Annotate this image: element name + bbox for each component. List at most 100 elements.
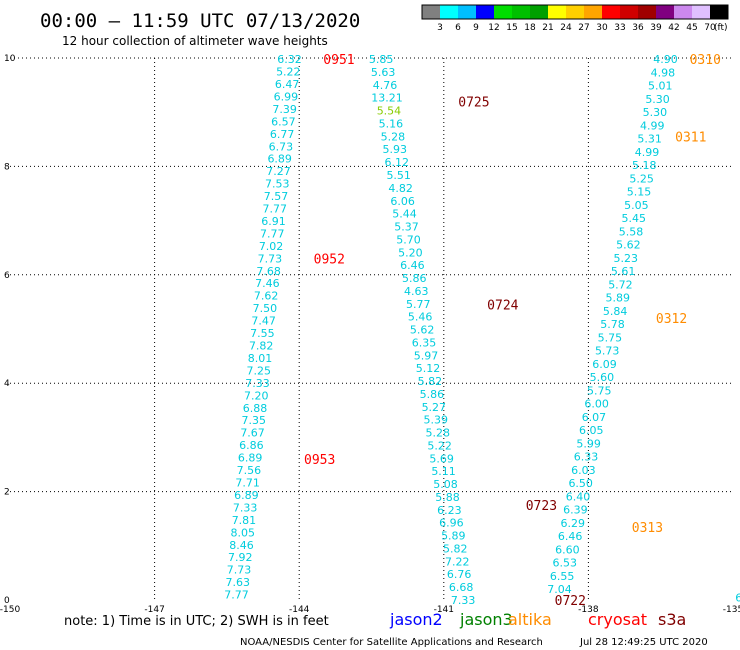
wave-height-label: 7.73 [258, 252, 283, 265]
wave-height-label: 5.70 [396, 233, 421, 246]
wave-height-label: 6.89 [234, 489, 259, 502]
wave-height-label: 5.88 [435, 491, 460, 504]
wave-height-label: 5.45 [621, 212, 646, 225]
wave-height-label: 7.53 [265, 178, 290, 191]
wave-height-label: 5.61 [611, 265, 636, 278]
colorbar-frame [421, 4, 729, 20]
x-tick-label: -135 [723, 605, 740, 615]
wave-height-label: 6.46 [400, 259, 425, 272]
pass-time-label: 0724 [487, 299, 518, 314]
colorbar-tick-label: 3 [437, 23, 443, 33]
colorbar-swatch [476, 5, 494, 19]
colorbar-unit: (ft) [714, 23, 728, 33]
wave-height-label: 5.86 [420, 388, 445, 401]
wave-height-label: 7.62 [254, 290, 279, 303]
wave-height-label: 7.67 [240, 427, 265, 440]
wave-height-label: 5.08 [433, 478, 458, 491]
wave-height-label: 6.00 [584, 398, 609, 411]
wave-height-label: 5.69 [429, 452, 454, 465]
wave-height-label: 6.39 [563, 504, 588, 517]
wave-height-label: 13.21 [371, 92, 403, 105]
wave-height-label: 5.27 [422, 401, 447, 414]
wave-height-label: 5.23 [614, 252, 639, 265]
wave-height-label: 4.90 [653, 53, 678, 66]
x-tick-label: -147 [144, 605, 164, 615]
pass-time-label: 0313 [632, 521, 663, 536]
legend-entry-jason2: jason2 [389, 610, 443, 629]
wave-height-label: 7.33 [233, 501, 258, 514]
colorbar-swatch [548, 5, 566, 19]
wave-height-label: 5.86 [402, 272, 427, 285]
wave-height-label: 5.89 [606, 292, 631, 305]
colorbar-tick-label: 6 [455, 23, 461, 33]
wave-height-label: 5.31 [637, 133, 662, 146]
wave-height-label: 5.73 [595, 345, 620, 358]
pass-time-label: 0953 [304, 453, 335, 468]
legend-entry-s3a: s3a [658, 610, 686, 629]
wave-height-label: 8.46 [229, 539, 254, 552]
colorbar-tick-label: 30 [596, 23, 608, 33]
axes: -150 -147 -144 -141 -138 -135 0 2 4 6 8 10 [0, 54, 740, 615]
note-text: note: 1) Time is in UTC; 2) SWH is in fe… [64, 614, 329, 629]
colorbar-swatch [674, 5, 692, 19]
wave-height-label: 7.04 [547, 583, 572, 596]
wave-height-label: 5.44 [392, 208, 417, 221]
wave-height-label: 5.93 [383, 143, 408, 156]
colorbar-swatch [440, 5, 458, 19]
wave-height-label: 5.22 [427, 439, 452, 452]
wave-height-label: 5.25 [629, 172, 654, 185]
wave-height-label: 6.47 [275, 78, 300, 91]
wave-height-label: 6.07 [582, 411, 607, 424]
wave-height-label: 7.33 [245, 377, 270, 390]
colorbar-tick-label: 42 [668, 23, 679, 33]
wave-height-label: 5.30 [645, 93, 670, 106]
wave-height-label: 6.89 [267, 153, 292, 166]
wave-height-label: 5.60 [590, 371, 615, 384]
data-marks: 6.325.226.476.997.396.576.776.736.897.27… [224, 53, 740, 609]
grid-lines [10, 57, 733, 600]
wave-height-label: 7.25 [246, 364, 271, 377]
colorbar-swatch [458, 5, 476, 19]
wave-height-label: 6.86 [239, 439, 264, 452]
colorbar-tick-label: 15 [506, 23, 517, 33]
colorbar-swatch [638, 5, 656, 19]
wave-height-label: 7.39 [272, 103, 297, 116]
wave-height-label: 4.99 [635, 146, 660, 159]
colorbar-swatch [602, 5, 620, 19]
colorbar-swatch [692, 5, 710, 19]
pass-time-label: 0725 [458, 95, 489, 110]
colorbar-tick-label: 45 [686, 23, 697, 33]
wave-height-label: 5.72 [608, 278, 633, 291]
wave-height-label: 4.63 [404, 285, 429, 298]
colorbar: 3 6 9 12 15 18 21 24 27 30 33 36 39 42 45 70 [421, 4, 729, 33]
legend-entry-altika: altika [508, 610, 552, 629]
wave-height-label: 6.50 [568, 477, 593, 490]
wave-height-label: 7.77 [260, 227, 285, 240]
wave-height-label: 5.63 [371, 66, 396, 79]
pass-time-label: 0722 [555, 594, 586, 609]
pass-time-label: 0311 [675, 131, 706, 146]
wave-height-label: 7.71 [235, 476, 260, 489]
wave-height-label: 6.23 [437, 504, 462, 517]
wave-height-label: 5.51 [386, 169, 411, 182]
wave-height-label: 6.91 [261, 215, 286, 228]
y-tick-label: 6 [4, 271, 10, 281]
y-tick-label: 0 [4, 596, 10, 606]
wave-height-label: 8.05 [230, 526, 255, 539]
wave-height-label: 6.68 [449, 581, 474, 594]
wave-height-label: 7.92 [228, 551, 253, 564]
wave-height-label: 5.46 [408, 311, 433, 324]
colorbar-tick-label: 12 [488, 23, 499, 33]
wave-height-label: 4.82 [388, 182, 413, 195]
wave-height-label: 6.05 [579, 424, 604, 437]
wave-height-label: 7.77 [224, 589, 249, 602]
wave-height-label: 7.63 [226, 576, 251, 589]
wave-height-label: 5.99 [576, 437, 601, 450]
wave-height-label: 5.97 [414, 349, 439, 362]
wave-height-label: 6.28 [735, 591, 740, 604]
wave-height-label: 5.01 [648, 80, 673, 93]
colorbar-swatch [656, 5, 674, 19]
wave-height-label: 6.89 [238, 452, 263, 465]
